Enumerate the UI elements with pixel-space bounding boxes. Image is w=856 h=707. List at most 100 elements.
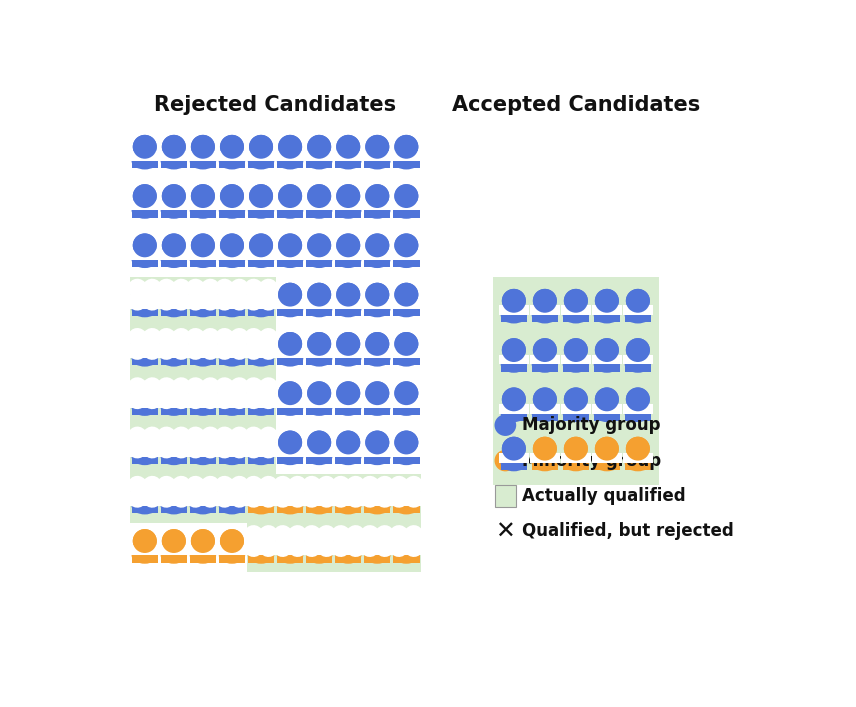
Circle shape [249, 233, 273, 257]
Bar [363, 201, 392, 211]
Bar [364, 556, 390, 563]
Bar [217, 496, 247, 506]
Ellipse shape [393, 202, 419, 218]
Ellipse shape [276, 498, 303, 515]
Bar [248, 556, 274, 563]
Bar [130, 201, 159, 211]
Circle shape [220, 184, 244, 208]
Circle shape [336, 431, 360, 455]
Ellipse shape [132, 300, 158, 317]
Circle shape [249, 332, 273, 356]
Circle shape [220, 431, 244, 455]
Bar [130, 349, 159, 358]
Bar [363, 496, 392, 506]
Bar [393, 407, 419, 415]
Bar [530, 404, 560, 414]
Bar [276, 211, 303, 218]
Circle shape [278, 381, 302, 405]
Ellipse shape [276, 547, 303, 563]
FancyBboxPatch shape [130, 375, 276, 424]
Circle shape [395, 332, 419, 356]
Circle shape [336, 283, 360, 307]
Bar [594, 315, 620, 322]
Circle shape [191, 381, 215, 405]
Bar [219, 211, 245, 218]
Circle shape [191, 332, 215, 356]
Bar [159, 151, 188, 161]
Circle shape [220, 480, 244, 503]
Circle shape [162, 135, 186, 159]
Text: Accepted Candidates: Accepted Candidates [452, 95, 700, 115]
Bar [159, 447, 188, 457]
Circle shape [133, 332, 157, 356]
Bar [161, 506, 187, 513]
Bar [188, 546, 217, 556]
Ellipse shape [219, 498, 245, 515]
Bar [132, 457, 158, 464]
Circle shape [307, 381, 331, 405]
Bar [334, 397, 363, 407]
Bar [532, 414, 558, 421]
Circle shape [595, 387, 619, 411]
Circle shape [366, 332, 389, 356]
Ellipse shape [161, 350, 187, 367]
Bar [276, 349, 305, 358]
Ellipse shape [219, 251, 245, 268]
Bar [391, 250, 421, 259]
Circle shape [191, 381, 215, 405]
Circle shape [502, 387, 526, 411]
Circle shape [595, 289, 619, 312]
FancyBboxPatch shape [130, 326, 276, 375]
Bar [364, 309, 390, 316]
Circle shape [191, 283, 215, 307]
Circle shape [133, 381, 157, 405]
Circle shape [220, 332, 244, 356]
Circle shape [395, 233, 419, 257]
Circle shape [278, 283, 302, 307]
Bar [393, 161, 419, 168]
Ellipse shape [501, 455, 527, 472]
Ellipse shape [219, 153, 245, 170]
Circle shape [133, 431, 157, 455]
Circle shape [564, 387, 588, 411]
Ellipse shape [306, 202, 332, 218]
Bar [190, 358, 216, 366]
Bar [364, 161, 390, 168]
Bar [391, 349, 421, 358]
Bar [306, 407, 332, 415]
Bar [334, 151, 363, 161]
FancyBboxPatch shape [130, 474, 421, 523]
Circle shape [366, 135, 389, 159]
Bar [305, 151, 334, 161]
Bar [130, 151, 159, 161]
Circle shape [278, 480, 302, 503]
Bar [219, 556, 245, 563]
Bar [363, 299, 392, 309]
Ellipse shape [161, 153, 187, 170]
Ellipse shape [364, 448, 390, 465]
Circle shape [595, 437, 619, 460]
FancyBboxPatch shape [130, 424, 276, 474]
Circle shape [162, 233, 186, 257]
Bar [562, 404, 591, 414]
Bar [130, 299, 159, 309]
Bar [130, 397, 159, 407]
Circle shape [307, 332, 331, 356]
Bar [217, 349, 247, 358]
Circle shape [191, 529, 215, 553]
Circle shape [133, 184, 157, 208]
Circle shape [162, 332, 186, 356]
Circle shape [366, 184, 389, 208]
Bar [391, 447, 421, 457]
Bar [625, 463, 651, 470]
Ellipse shape [625, 455, 651, 472]
Bar [334, 447, 363, 457]
Circle shape [162, 480, 186, 503]
Bar [499, 453, 529, 463]
Ellipse shape [393, 350, 419, 367]
Circle shape [395, 529, 419, 553]
Circle shape [307, 283, 331, 307]
Bar [130, 250, 159, 259]
Bar [532, 463, 558, 470]
Circle shape [278, 529, 302, 553]
